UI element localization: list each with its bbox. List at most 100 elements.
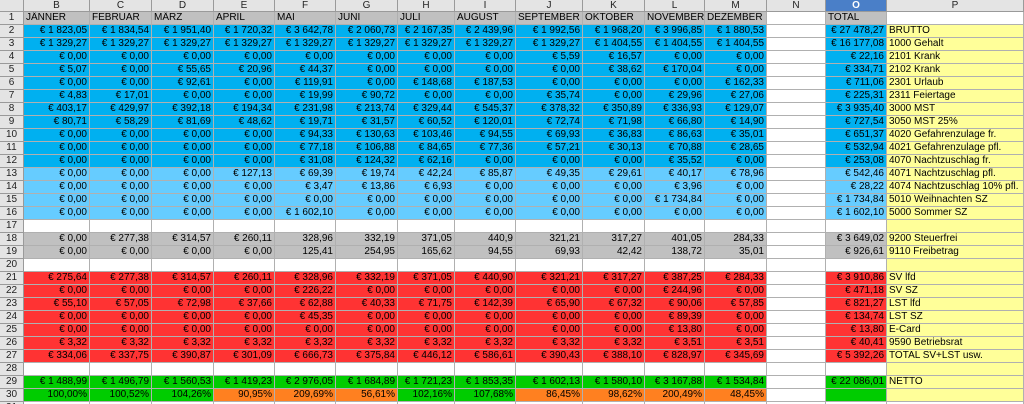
row-header[interactable]: 7 [0,90,24,103]
cell[interactable] [645,259,705,272]
cell[interactable] [152,402,214,404]
cell[interactable] [455,363,516,376]
cell[interactable] [583,259,645,272]
month-header[interactable]: APRIL [214,12,275,25]
month-value[interactable]: € 0,00 [24,142,90,155]
cell[interactable] [767,12,826,25]
month-value[interactable]: € 1 329,27 [275,38,336,51]
month-value[interactable]: 371,05 [398,233,455,246]
month-value[interactable]: € 0,00 [90,194,152,207]
month-header[interactable]: FEBRUAR [90,12,152,25]
month-value[interactable]: € 440,90 [455,272,516,285]
month-value[interactable]: € 3,32 [516,337,583,350]
month-value[interactable]: € 5,07 [24,64,90,77]
month-value[interactable]: 94,55 [455,246,516,259]
month-header[interactable]: NOVEMBER [645,12,705,25]
month-value[interactable]: € 90,72 [336,90,398,103]
month-value[interactable]: € 0,00 [516,311,583,324]
cell[interactable] [90,363,152,376]
total-value[interactable]: € 471,18 [826,285,887,298]
month-value[interactable]: € 1 880,53 [705,25,767,38]
cell[interactable] [583,220,645,233]
cell[interactable] [767,298,826,311]
month-value[interactable]: € 69,39 [275,168,336,181]
month-value[interactable]: € 0,00 [90,64,152,77]
month-value[interactable]: € 277,38 [90,272,152,285]
cell[interactable] [336,363,398,376]
month-value[interactable]: € 127,13 [214,168,275,181]
month-value[interactable]: € 0,00 [398,311,455,324]
month-value[interactable]: € 0,00 [516,207,583,220]
cell[interactable] [767,246,826,259]
month-value[interactable]: € 0,00 [705,207,767,220]
month-value[interactable]: € 0,00 [583,77,645,90]
row-header[interactable]: 26 [0,337,24,350]
row-header[interactable]: 29 [0,376,24,389]
row-label[interactable]: 9590 Betriebsrat [887,337,1024,350]
month-value[interactable]: € 0,00 [152,207,214,220]
month-value[interactable]: € 0,00 [336,207,398,220]
total-value[interactable]: € 334,71 [826,64,887,77]
row-header[interactable]: 2 [0,25,24,38]
row-header[interactable]: 11 [0,142,24,155]
month-value[interactable]: € 0,00 [152,90,214,103]
month-value[interactable]: € 0,00 [214,90,275,103]
month-value[interactable]: € 170,04 [645,64,705,77]
column-header[interactable]: O [826,0,887,12]
row-header[interactable]: 18 [0,233,24,246]
month-value[interactable]: € 0,00 [516,285,583,298]
row-label[interactable]: 3050 MST 25% [887,116,1024,129]
month-value[interactable]: € 0,00 [214,129,275,142]
month-value[interactable]: € 0,00 [705,64,767,77]
month-value[interactable]: € 0,00 [214,246,275,259]
month-value[interactable]: € 336,93 [645,103,705,116]
total-value[interactable]: € 1 734,84 [826,194,887,207]
month-value[interactable]: € 586,61 [455,350,516,363]
month-value[interactable]: € 0,00 [705,311,767,324]
month-value[interactable]: 332,19 [336,233,398,246]
total-value[interactable]: € 711,06 [826,77,887,90]
month-value[interactable]: € 38,62 [583,64,645,77]
month-value[interactable]: € 345,69 [705,350,767,363]
month-value[interactable]: € 0,00 [455,324,516,337]
cell[interactable] [214,220,275,233]
month-value[interactable]: € 0,00 [583,311,645,324]
month-value[interactable]: € 0,00 [275,194,336,207]
cell[interactable] [398,220,455,233]
month-value[interactable]: € 1 602,10 [275,207,336,220]
month-value[interactable]: 90,95% [214,389,275,402]
column-header[interactable]: L [645,0,705,12]
row-label[interactable]: SV lfd [887,272,1024,285]
month-value[interactable]: € 0,00 [516,155,583,168]
month-value[interactable]: € 0,00 [214,207,275,220]
total-value[interactable]: € 821,27 [826,298,887,311]
cell[interactable] [275,363,336,376]
cell[interactable] [645,402,705,404]
month-value[interactable]: € 16,57 [583,51,645,64]
month-value[interactable]: € 5,59 [516,51,583,64]
month-value[interactable]: € 446,12 [398,350,455,363]
month-value[interactable]: € 0,00 [152,168,214,181]
month-value[interactable]: 48,45% [705,389,767,402]
cell[interactable] [767,181,826,194]
month-value[interactable]: € 0,00 [214,51,275,64]
row-label[interactable]: 2301 Urlaub [887,77,1024,90]
row-header[interactable]: 27 [0,350,24,363]
cell[interactable] [826,259,887,272]
cell[interactable] [152,259,214,272]
month-value[interactable]: € 329,44 [398,103,455,116]
total-value[interactable]: € 28,22 [826,181,887,194]
month-value[interactable]: € 277,38 [90,233,152,246]
month-value[interactable]: € 0,00 [336,64,398,77]
month-value[interactable]: € 0,00 [152,181,214,194]
total-value[interactable]: € 542,46 [826,168,887,181]
month-value[interactable]: € 0,00 [24,194,90,207]
month-value[interactable]: € 0,00 [90,142,152,155]
month-value[interactable]: € 3,51 [705,337,767,350]
month-value[interactable]: 328,96 [275,233,336,246]
month-value[interactable]: 42,42 [583,246,645,259]
total-value[interactable]: € 727,54 [826,116,887,129]
month-value[interactable]: € 0,00 [214,155,275,168]
month-value[interactable]: € 0,00 [455,181,516,194]
month-value[interactable]: € 77,18 [275,142,336,155]
